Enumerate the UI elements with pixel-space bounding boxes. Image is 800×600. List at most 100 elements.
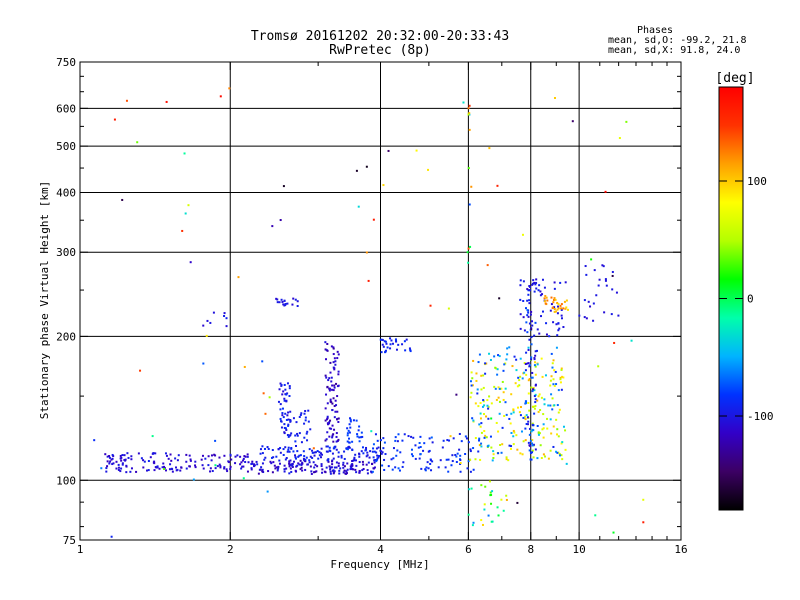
scatter-point [477,405,480,408]
scatter-point [205,334,208,337]
scatter-point [284,458,287,461]
scatter-point [325,393,328,396]
scatter-point [562,326,565,329]
scatter-point [389,337,392,340]
scatter-point [223,312,226,315]
scatter-point [202,324,205,327]
scatter-point [534,365,537,368]
scatter-point [530,328,533,331]
scatter-point [334,399,337,402]
scatter-point [559,281,562,284]
scatter-point [501,443,504,446]
scatter-point [285,428,288,431]
scatter-point [490,502,493,505]
scatter-point [528,449,531,452]
scatter-point [501,426,504,429]
scatter-point [533,395,536,398]
chart-title-line-1: Tromsø 20161202 20:32:00-20:33:43 [251,29,509,44]
scatter-point [524,369,527,372]
scatter-point [549,449,552,452]
scatter-point [538,393,541,396]
scatter-point [218,463,221,466]
scatter-point [537,289,540,292]
scatter-point [556,308,559,311]
scatter-point [394,436,397,439]
scatter-point [121,454,124,457]
y-tick-label: 200 [56,330,76,343]
scatter-point [551,307,554,310]
scatter-point [535,278,538,281]
scatter-point [375,447,378,450]
scatter-point [498,387,501,390]
scatter-point [528,409,531,412]
scatter-point [299,459,302,462]
scatter-point [108,462,111,465]
scatter-point [261,360,264,363]
scatter-point [326,385,329,388]
scatter-point [115,460,118,463]
scatter-point [339,467,342,470]
scatter-point [360,450,363,453]
scatter-point [202,467,205,470]
scatter-point [167,457,170,460]
scatter-point [286,302,289,305]
scatter-point [281,412,284,415]
scatter-point [176,468,179,471]
scatter-point [560,368,563,371]
scatter-point [317,457,320,460]
scatter-point [188,454,191,457]
scatter-point [165,100,168,103]
scatter-point [447,307,450,310]
scatter-point [243,455,246,458]
scatter-point [469,458,472,461]
scatter-point [532,388,535,391]
scatter-point [189,261,192,264]
scatter-point [135,470,138,473]
scatter-point [209,470,212,473]
scatter-point [552,445,555,448]
scatter-point [108,455,111,458]
scatter-point [418,457,421,460]
scatter-point [289,459,292,462]
scatter-point [234,455,237,458]
scatter-point [329,466,332,469]
scatter-point [387,465,390,468]
scatter-point [419,435,422,438]
scatter-point [280,298,283,301]
scatter-point [223,314,226,317]
scatter-point [283,431,286,434]
scatter-point [495,421,498,424]
scatter-point [527,392,530,395]
scatter-point [276,469,279,472]
scatter-point [472,447,475,450]
scatter-point [362,452,365,455]
scatter-point [535,281,538,284]
scatter-point [329,371,332,374]
scatter-point [179,469,182,472]
scatter-point [562,307,565,310]
scatter-point [524,415,527,418]
scatter-point [194,466,197,469]
scatter-point [288,462,291,465]
scatter-point [382,184,385,187]
y-tick-label: 300 [56,246,76,259]
scatter-point [372,456,375,459]
scatter-point [487,405,490,408]
scatter-point [295,421,298,424]
scatter-point [428,437,431,440]
scatter-point [506,353,509,356]
grid-lines [80,62,681,540]
scatter-point [379,338,382,341]
scatter-point [553,308,556,311]
scatter-point [283,399,286,402]
scatter-point [225,468,228,471]
scatter-point [553,384,556,387]
scatter-point [324,407,327,410]
scatter-point [284,412,287,415]
scatter-point [304,468,307,471]
scatter-point [336,439,339,442]
scatter-point [505,413,508,416]
x-tick-label: 16 [674,543,687,556]
scatter-point [303,412,306,415]
scatter-point [121,462,124,465]
